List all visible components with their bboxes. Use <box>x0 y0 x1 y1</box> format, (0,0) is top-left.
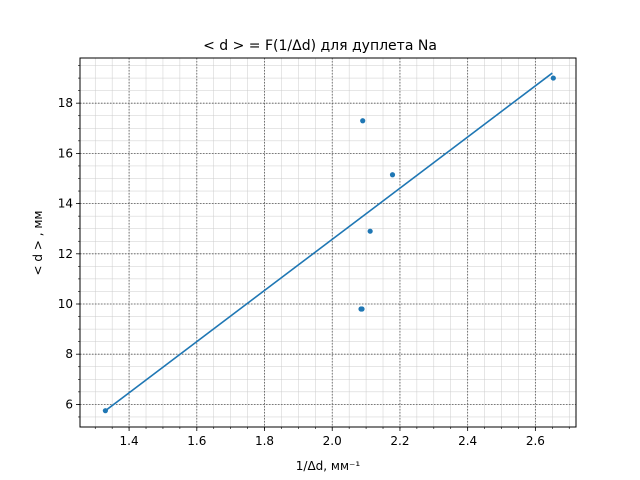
data-point <box>389 172 396 178</box>
y-tick-label: 10 <box>58 297 73 311</box>
data-point <box>102 408 108 414</box>
x-tick-label: 2.2 <box>390 434 409 448</box>
data-point <box>360 118 366 124</box>
plot-frame <box>79 57 577 428</box>
y-tick-label: 18 <box>58 96 73 110</box>
chart-title: < d > = F(1/Δd) для дуплета Na <box>203 38 437 54</box>
y-tick-label: 8 <box>65 347 73 361</box>
y-tick-label: 6 <box>65 397 73 411</box>
y-tick-label: 14 <box>58 197 73 211</box>
y-tick-label: 16 <box>58 146 73 160</box>
x-tick-label: 1.6 <box>187 434 206 448</box>
x-tick-label: 1.4 <box>120 434 139 448</box>
fit-line <box>104 72 553 412</box>
axis-ticks: 1.4 1.6 1.8 2.0 2.2 2.4 2.6 6 8 10 12 14 16 18 <box>58 65 570 448</box>
x-tick-label: 1.8 <box>255 434 274 448</box>
y-axis-label: < d > , мм <box>31 211 45 276</box>
major-grid <box>80 58 576 427</box>
x-tick-label: 2.0 <box>323 434 342 448</box>
series-layer <box>102 72 556 414</box>
data-point <box>367 228 373 234</box>
x-axis-label: 1/Δd, мм⁻¹ <box>296 459 361 473</box>
x-tick-label: 2.4 <box>458 434 477 448</box>
y-tick-label: 12 <box>58 247 73 261</box>
data-point <box>359 306 365 312</box>
data-point <box>550 75 556 81</box>
x-tick-label: 2.6 <box>526 434 545 448</box>
